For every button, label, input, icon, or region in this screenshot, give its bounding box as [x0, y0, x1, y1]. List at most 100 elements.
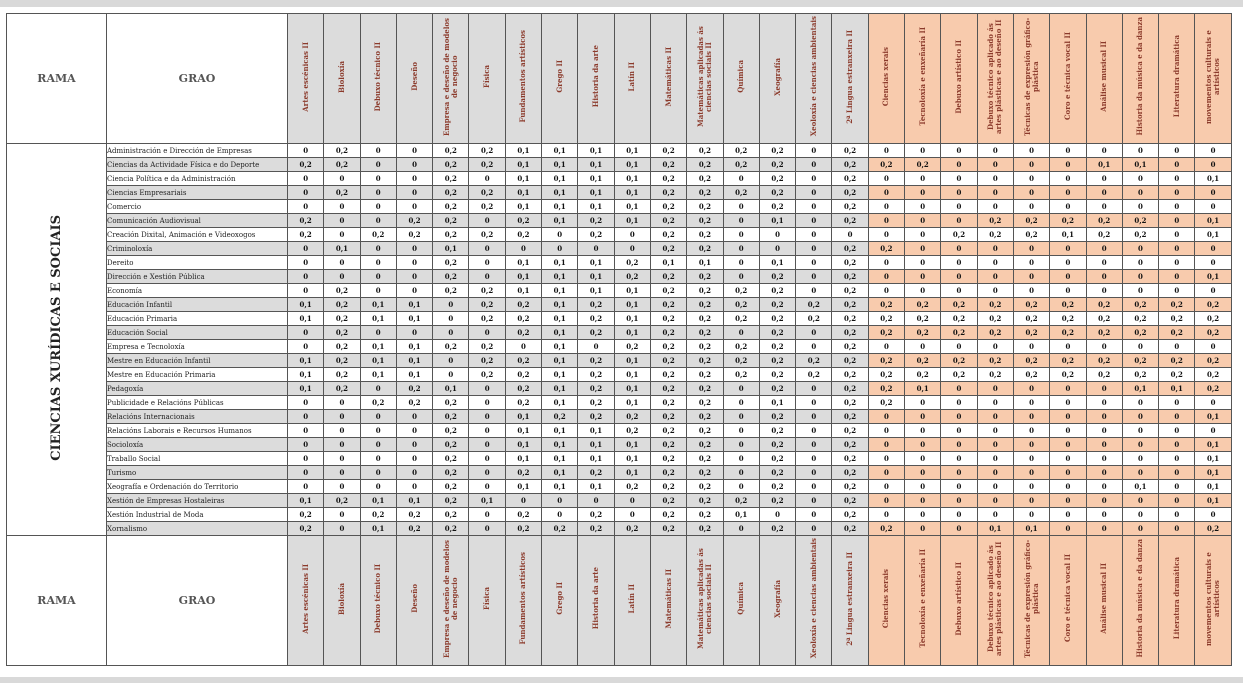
table-row: Ciencia Política e da Administración 0 0 0 0… [7, 171, 1232, 186]
footer-rama: RAMA [6, 535, 107, 666]
weight-cell: 0,2 [940, 325, 978, 340]
degree-name: Creación Dixital, Animación e Videoxogos [106, 227, 288, 242]
weight-cell: 0,2 [577, 395, 615, 410]
top-subject-header: Xeografía [758, 13, 797, 144]
weight-cell: 0 [1012, 493, 1051, 508]
table-row: Relacións Internacionais 0 0 0 0 0,2 0 0,1 0,2 0,… [7, 409, 1232, 424]
weight-cell: 0 [359, 269, 397, 284]
weight-cell: 0,2 [432, 283, 470, 298]
weight-cell: 0 [323, 171, 361, 186]
weight-cell: 0 [976, 269, 1014, 284]
weight-cell: 0,1 [504, 171, 543, 186]
bottom-optional-subject-header: Tecnoloxía e enxeñaría II [904, 535, 942, 666]
weight-cell: 0 [1012, 241, 1051, 256]
weight-cell: 0 [395, 185, 434, 200]
weight-cell: 0,1 [1194, 437, 1232, 452]
weight-cell: 0 [1012, 479, 1051, 494]
weight-cell: 0,1 [577, 283, 615, 298]
weight-cell: 0 [1194, 143, 1232, 158]
weight-cell: 0 [504, 241, 543, 256]
weight-cell: 0 [722, 381, 760, 396]
weight-cell: 0 [468, 423, 506, 438]
weight-cell: 0,2 [686, 479, 724, 494]
weight-cell: 0,1 [541, 255, 579, 270]
weight-cell: 0,2 [1194, 311, 1232, 326]
weight-cell: 0,2 [1012, 367, 1051, 382]
weight-cell: 0,2 [649, 143, 688, 158]
weight-cell: 0,2 [904, 311, 942, 326]
weight-cell: 0 [1194, 157, 1232, 172]
weight-cell: 0,2 [758, 479, 797, 494]
weight-cell: 0,2 [649, 157, 688, 172]
weight-cell: 0,2 [359, 507, 397, 522]
weight-cell: 0,2 [468, 367, 506, 382]
table-row: Traballo Social 0 0 0 0 0,2 0 0,1 0,1 0,1 0,1 0,2 0,… [7, 451, 1232, 466]
bottom-optional-subject-header: Coro e técnica vocal II [1049, 535, 1087, 666]
weight-cell: 0,1 [613, 297, 651, 312]
weight-cell: 0 [577, 339, 615, 354]
weight-cell: 0,2 [577, 353, 615, 368]
weight-cell: 0,1 [613, 157, 651, 172]
weight-cell: 0 [1049, 409, 1087, 424]
weight-cell: 0 [1012, 451, 1051, 466]
weight-cell: 0,2 [1121, 213, 1160, 228]
weight-cell: 0,2 [1158, 353, 1196, 368]
weight-cell: 0 [1012, 339, 1051, 354]
weight-cell: 0,2 [976, 297, 1014, 312]
weight-cell: 0,1 [613, 437, 651, 452]
weight-cell: 0 [904, 479, 942, 494]
table-row: Xestión Industrial de Moda 0,2 0 0,2 0,2 0,2 0… [7, 507, 1232, 522]
top-subject-header: Historia da arte [577, 13, 615, 144]
bottom-subject-header: Química [722, 535, 760, 666]
table-row: Relacións Laborais e Recursos Humanos 0 0 0… [7, 423, 1232, 438]
weight-cell: 0 [577, 241, 615, 256]
weight-cell: 0,2 [504, 465, 543, 480]
weight-cell: 0,1 [541, 157, 579, 172]
weight-cell: 0 [432, 297, 470, 312]
weight-cell: 0,2 [758, 381, 797, 396]
weight-cell: 0,2 [649, 395, 688, 410]
weight-cell: 0,1 [541, 297, 579, 312]
weight-cell: 0 [904, 283, 942, 298]
weight-cell: 0 [722, 241, 760, 256]
weight-cell: 0 [1194, 241, 1232, 256]
weight-cell: 0,1 [904, 381, 942, 396]
weight-cell: 0,1 [504, 269, 543, 284]
degree-name: Administración e Dirección de Empresas [106, 143, 288, 158]
weight-cell: 0,2 [686, 409, 724, 424]
weight-cell: 0,2 [722, 143, 760, 158]
weight-cell: 0 [867, 493, 906, 508]
weight-cell: 0,2 [867, 297, 906, 312]
top-subject-header: Grego II [541, 13, 579, 144]
weight-cell: 0 [468, 269, 506, 284]
weight-cell: 0,1 [1121, 157, 1160, 172]
weight-cell: 0 [940, 171, 978, 186]
weight-cell: 0,1 [541, 437, 579, 452]
weight-cell: 0,1 [541, 283, 579, 298]
weight-cell: 0 [1194, 395, 1232, 410]
weight-cell: 0,2 [468, 227, 506, 242]
weight-cell: 0,1 [541, 381, 579, 396]
weight-cell: 0 [1194, 283, 1232, 298]
weight-cell: 0 [976, 143, 1014, 158]
weight-cell: 0 [1012, 507, 1051, 522]
weight-cell: 0 [468, 171, 506, 186]
weight-cell: 0 [722, 423, 760, 438]
weight-cell: 0,1 [1194, 213, 1232, 228]
weight-cell: 0,2 [686, 227, 724, 242]
bottom-subject-header: Historia da arte [577, 535, 615, 666]
weight-cell: 0,2 [795, 311, 833, 326]
weight-cell: 0,2 [686, 283, 724, 298]
weight-cell: 0,2 [831, 171, 869, 186]
degree-name: Dereito [106, 255, 288, 270]
weight-cell: 0,2 [541, 409, 579, 424]
weight-cell: 0 [867, 409, 906, 424]
top-subject-header: Empresa e deseño de modelos de negocio [432, 13, 470, 144]
weight-cell: 0,1 [613, 465, 651, 480]
weight-cell: 0 [1049, 199, 1087, 214]
weight-cell: 0,1 [541, 199, 579, 214]
top-optional-subject-header: Historia da música e da danza [1121, 13, 1160, 144]
weight-cell: 0,1 [286, 493, 325, 508]
weight-cell: 0 [286, 395, 325, 410]
weight-cell: 0 [504, 339, 543, 354]
